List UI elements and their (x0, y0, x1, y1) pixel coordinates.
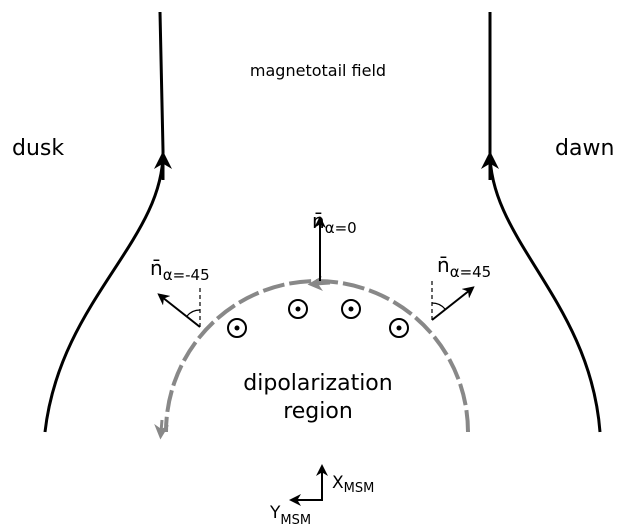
region-label: region (283, 399, 353, 424)
normal-symbol: n̄ (437, 253, 450, 277)
normal-subscript: α=-45 (163, 266, 210, 284)
title: magnetotail field (250, 61, 386, 80)
dusk-field-line (43, 11, 165, 433)
normal-symbol: n̄ (312, 209, 325, 233)
normal-subscript: α=45 (450, 263, 492, 281)
region-label: dipolarization (243, 371, 392, 396)
dots (234, 306, 402, 331)
boundary-arrow (154, 419, 170, 440)
normal-symbol: n̄ (150, 256, 163, 280)
axis-subscript: MSM (344, 481, 375, 496)
axis-symbol: X (332, 473, 344, 493)
axis-subscript: MSM (280, 513, 311, 528)
normal-label: n̄α=45 (437, 253, 491, 281)
axis-symbol: Y (269, 503, 281, 523)
out-of-plane-symbols (227, 299, 409, 338)
normal-arrow (431, 286, 475, 321)
angle-arc (431, 302, 446, 310)
dawn-label: dawn (555, 136, 614, 161)
dawn-field-line (488, 12, 602, 433)
normal-subscript: α=0 (325, 219, 357, 237)
normal-label: n̄α=-45 (150, 256, 210, 284)
x-axis-label: XMSM (332, 473, 374, 496)
normal-label: n̄α=0 (312, 209, 357, 237)
dusk-label: dusk (12, 136, 64, 161)
normal-arrow (157, 293, 201, 328)
boundary-arrow (307, 276, 331, 291)
angle-arc (186, 309, 201, 317)
y-axis-label: YMSM (269, 503, 311, 528)
